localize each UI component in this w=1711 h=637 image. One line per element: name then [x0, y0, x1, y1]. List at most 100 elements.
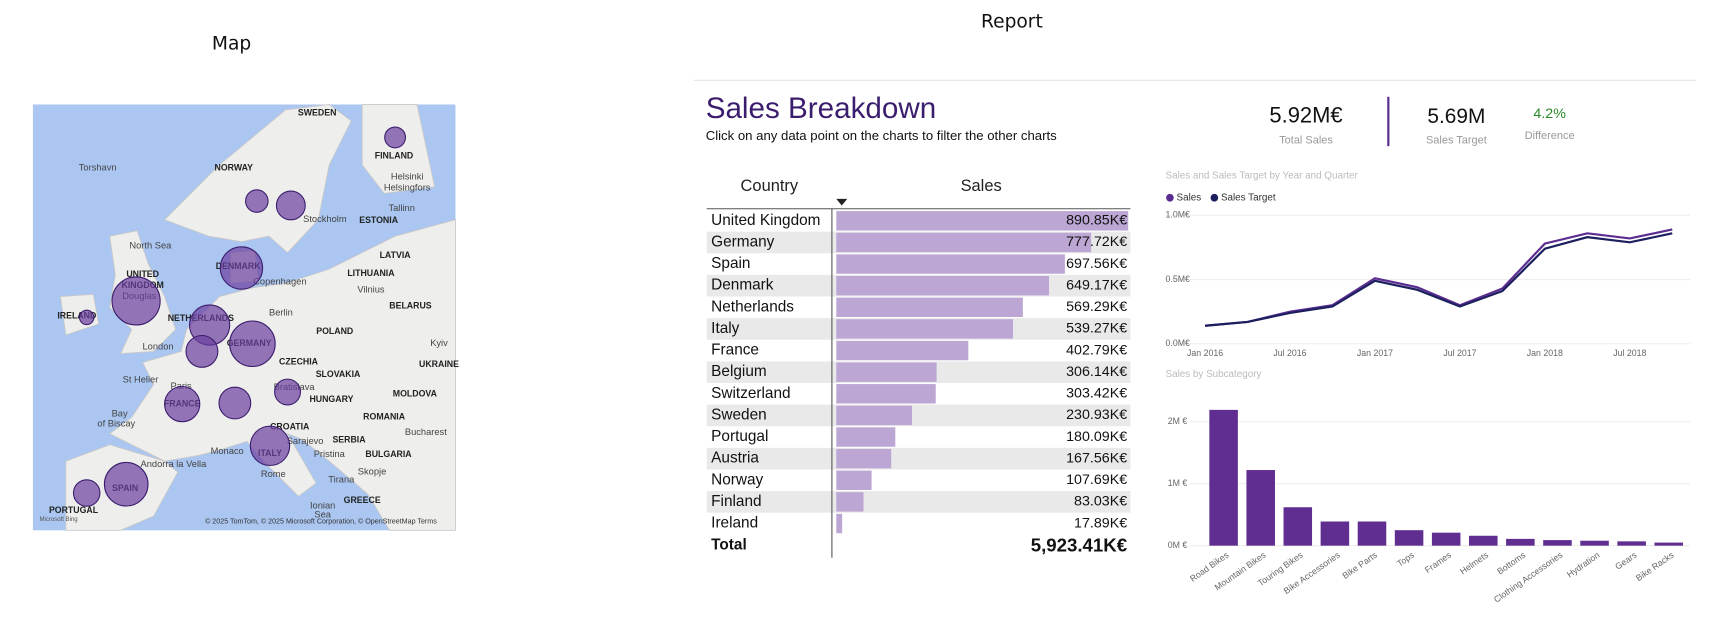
map[interactable]: SWEDEN NORWAY FINLAND Torshavn HelsinkiHelsi… [32, 104, 459, 531]
sales-label: 890.85K€ [1066, 213, 1127, 229]
table-bar [836, 470, 872, 490]
map-label: IRELAND [57, 311, 96, 321]
map-label: LITHUANIA [347, 268, 395, 278]
map-label: SWEDEN [298, 108, 336, 118]
country: Norway [711, 471, 763, 488]
map-label: ESTONIA [359, 215, 398, 225]
map-label: Sarajevo [287, 436, 324, 446]
map-bubble [384, 126, 407, 149]
sales-label: 83.03K€ [1074, 494, 1127, 510]
map-label: POLAND [316, 326, 353, 336]
bar [1357, 521, 1387, 546]
table-bar [836, 427, 896, 447]
map-bubble [103, 461, 149, 507]
map-label: BELARUS [389, 301, 432, 311]
map-bubbles [72, 126, 407, 507]
country: France [711, 342, 759, 359]
table-bar [836, 297, 1023, 318]
line-chart[interactable]: Sales and Sales Target by Year and Quart… [1165, 170, 1691, 358]
sales-label: 230.93K€ [1066, 407, 1127, 423]
map-label: HUNGARY [309, 394, 353, 404]
map-label: Helsinki [391, 171, 424, 181]
bar [1394, 530, 1424, 546]
table-bar [836, 275, 1050, 296]
map-label: GREECE [344, 495, 381, 505]
table-rows: United Kingdom 890.85K€ Germany 777.72K€ Spa… [706, 211, 1131, 534]
bar [1654, 542, 1684, 546]
map-label: Tirana [328, 474, 355, 484]
y-tick-label: 1M € [1168, 478, 1188, 488]
sales-label: 402.79K€ [1066, 342, 1127, 358]
kpi-label: Difference [1525, 130, 1575, 142]
map-label: Bay [112, 408, 128, 418]
sales-label: 539.27K€ [1066, 321, 1127, 337]
country: Portugal [711, 428, 768, 445]
map-bubble [111, 276, 161, 326]
map-label: UNITED [126, 269, 159, 279]
country: Denmark [711, 277, 774, 294]
table[interactable]: Country Sales United Kingdom 890.85K€ Germ… [706, 177, 1131, 558]
table-bar [836, 492, 864, 512]
kpi-value: 5.69M [1427, 105, 1485, 128]
x-tick-label: Bike Racks [1634, 549, 1676, 583]
sales-label: 306.14K€ [1066, 364, 1127, 380]
sales-label: 17.89K€ [1074, 515, 1127, 531]
table-bar [836, 254, 1065, 274]
map-label: Ionian [310, 501, 335, 511]
x-tick-label: Jan 2017 [1357, 348, 1393, 358]
map-bubble [164, 385, 201, 423]
report-subtitle: Click on any data point on the charts to… [706, 128, 1057, 143]
sales-label: 569.29K€ [1066, 299, 1127, 315]
map-label: Kyiv [430, 338, 448, 348]
table-bar [836, 340, 969, 361]
sales-label: 697.56K€ [1066, 256, 1127, 272]
country: Sweden [711, 406, 767, 423]
bar [1246, 470, 1275, 546]
country: Belgium [711, 363, 767, 380]
country: Finland [711, 493, 761, 510]
bar [1543, 540, 1572, 546]
row-band [706, 491, 1131, 513]
table-bar [836, 513, 843, 534]
map-label: LATVIA [380, 250, 412, 260]
x-tick-label: Helmets [1458, 549, 1491, 576]
map-label: Monaco [211, 446, 244, 456]
sales-label: 649.17K€ [1066, 277, 1127, 293]
map-label: Pristina [314, 449, 346, 459]
map-label: Skopje [358, 467, 386, 477]
map-bubble [274, 378, 302, 406]
report: Sales Breakdown Click on any data point … [693, 79, 1696, 605]
map-label: PORTUGAL [49, 505, 99, 515]
column-header: Sales [961, 177, 1002, 195]
x-tick-label: Bottoms [1495, 549, 1528, 576]
bar [1617, 541, 1646, 546]
sales-label: 777.72K€ [1066, 234, 1127, 250]
bar [1506, 538, 1535, 546]
kpi-value: 4.2% [1533, 106, 1566, 122]
country: Italy [711, 320, 739, 337]
x-tick-label: Hydration [1565, 550, 1602, 580]
map-attribution: © 2025 TomTom, © 2025 Microsoft Corporat… [205, 517, 437, 525]
sales-label: 107.69K€ [1066, 472, 1127, 488]
table-bar [836, 232, 1092, 253]
kpi-label: Total Sales [1279, 135, 1333, 147]
map-label: Rome [261, 469, 286, 479]
bar [1469, 535, 1498, 546]
map-label: CROATIA [270, 421, 310, 431]
map-bubble [249, 425, 291, 467]
map-bubble [78, 309, 95, 326]
table-bar [836, 448, 892, 469]
country: Switzerland [711, 385, 790, 402]
report-heading: Report [981, 12, 1043, 33]
line-series [1204, 232, 1673, 327]
bar [1209, 409, 1238, 546]
map-bubble [218, 386, 252, 420]
map-label: of Biscay [97, 418, 135, 428]
chart-title: Sales and Sales Target by Year and Quart… [1166, 170, 1359, 181]
bar-chart[interactable]: Sales by Subcategory 0M €1M €2M €Road Bi… [1166, 369, 1691, 605]
map-label: CZECHIA [279, 357, 319, 367]
x-tick-label: Bike Parts [1340, 549, 1379, 580]
map-label: FINLAND [375, 150, 413, 160]
map-label: SERBIA [332, 435, 366, 445]
